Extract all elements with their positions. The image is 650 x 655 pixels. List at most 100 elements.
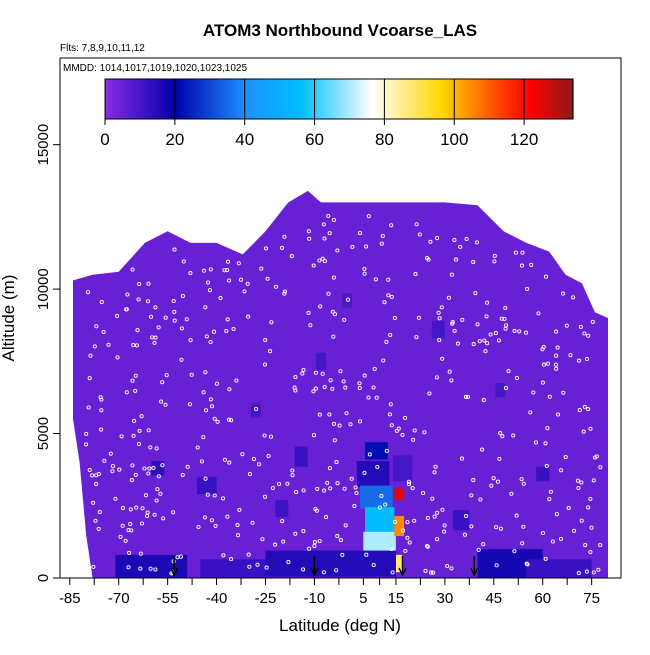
measurement-dot: [492, 259, 497, 264]
measurement-dot: [357, 419, 363, 424]
measurement-dot: [520, 250, 525, 255]
measurement-dot: [386, 293, 391, 298]
measurement-dot: [148, 445, 153, 450]
measurement-dot: [342, 317, 347, 322]
measurement-dot: [584, 569, 589, 574]
y-tick-label: 10000: [35, 268, 52, 310]
measurement-dot: [545, 361, 551, 366]
flights-label: Flts: 7,8,9,10,11,12: [60, 43, 145, 54]
measurement-dot: [240, 452, 245, 457]
measurement-dot: [366, 395, 371, 400]
measurement-dot: [85, 290, 91, 295]
measurement-dot: [392, 519, 398, 524]
measurement-dot: [492, 253, 497, 258]
measurement-dot: [99, 408, 104, 413]
measurement-dot: [189, 372, 194, 377]
measurement-dot: [578, 324, 583, 329]
measurement-dot: [213, 523, 218, 528]
measurement-dot: [576, 358, 581, 363]
measurement-dot: [545, 426, 550, 431]
measurement-dot: [327, 412, 332, 417]
measurement-dot: [222, 268, 227, 273]
plot-layer: [73, 190, 608, 578]
measurement-dot: [313, 506, 318, 512]
measurement-dot: [273, 284, 279, 289]
measurement-dot: [338, 369, 343, 374]
measurement-dot: [403, 548, 408, 553]
colorbar-segment: [209, 79, 214, 119]
measurement-dot: [447, 369, 452, 374]
measurement-dot: [407, 540, 412, 545]
measurement-dot: [172, 318, 177, 323]
x-tick-label: 5: [359, 590, 367, 607]
measurement-dot: [541, 362, 547, 367]
measurement-dot: [146, 281, 151, 286]
heatmap-cell: [356, 461, 390, 487]
measurement-dot: [160, 463, 165, 468]
measurement-dot: [268, 434, 274, 439]
measurement-dot: [154, 498, 159, 503]
heatmap-cell: [197, 476, 217, 495]
colorbar-segment: [408, 79, 413, 119]
measurement-dot: [115, 355, 120, 360]
measurement-dot: [301, 529, 306, 534]
axes-layer: -85 -70 -55 -40 -25 -10 5 15 30 45 60 75 0 5000 10000 1…: [35, 57, 622, 607]
colorbar-segment: [213, 79, 218, 119]
measurement-dot: [120, 505, 126, 510]
measurement-dot: [317, 258, 322, 263]
measurement-dot: [400, 432, 405, 437]
measurement-dot: [514, 513, 519, 518]
measurement-dot: [427, 391, 432, 396]
measurement-dot: [568, 353, 573, 358]
measurement-dot: [212, 493, 217, 498]
measurement-dot: [589, 525, 594, 530]
measurement-dot: [300, 371, 305, 376]
measurement-dot: [143, 493, 149, 498]
measurement-dot: [373, 277, 378, 282]
colorbar-segment: [332, 79, 337, 119]
measurement-dot: [135, 328, 140, 333]
measurement-dot: [226, 417, 232, 422]
measurement-dot: [214, 381, 219, 386]
measurement-dot: [521, 524, 526, 529]
measurement-dot: [582, 404, 587, 409]
colorbar-segment: [566, 79, 571, 119]
measurement-dot: [403, 415, 408, 420]
colorbar-segment: [482, 79, 487, 119]
measurement-dot: [390, 570, 395, 575]
colorbar-tick-label: 0: [100, 130, 109, 149]
measurement-dot: [321, 222, 326, 227]
measurement-dot: [352, 504, 357, 509]
measurement-dot: [201, 390, 206, 395]
measurement-dot: [452, 237, 457, 243]
measurement-dot: [342, 486, 347, 491]
colorbar-segment: [370, 79, 375, 119]
measurement-dot: [464, 236, 469, 242]
measurement-dot: [498, 431, 503, 436]
measurement-dot: [429, 570, 434, 575]
measurement-dot: [225, 268, 230, 273]
surface-arrow-head: [170, 567, 179, 577]
measurement-dot: [540, 380, 545, 385]
measurement-dot: [185, 464, 190, 469]
measurement-dot: [236, 261, 241, 266]
colorbar-segment: [426, 79, 431, 119]
measurement-dot: [353, 485, 358, 490]
colorbar-segment: [359, 79, 365, 119]
measurement-dot: [164, 373, 169, 378]
x-tick-label: -40: [206, 590, 228, 607]
colorbar-segment: [468, 79, 473, 119]
measurement-dot: [153, 567, 158, 572]
heatmap-cell: [536, 466, 550, 482]
measurement-dot: [591, 570, 596, 575]
measurement-dot: [488, 332, 493, 337]
measurement-dot: [203, 476, 208, 481]
measurement-dot: [123, 538, 128, 543]
measurement-dot: [383, 502, 388, 507]
measurement-dot: [571, 295, 576, 300]
measurement-dot: [502, 316, 507, 322]
measurement-dot: [394, 428, 399, 433]
measurement-dot: [86, 405, 91, 410]
measurement-dot: [340, 552, 345, 557]
measurement-dot: [134, 505, 139, 510]
